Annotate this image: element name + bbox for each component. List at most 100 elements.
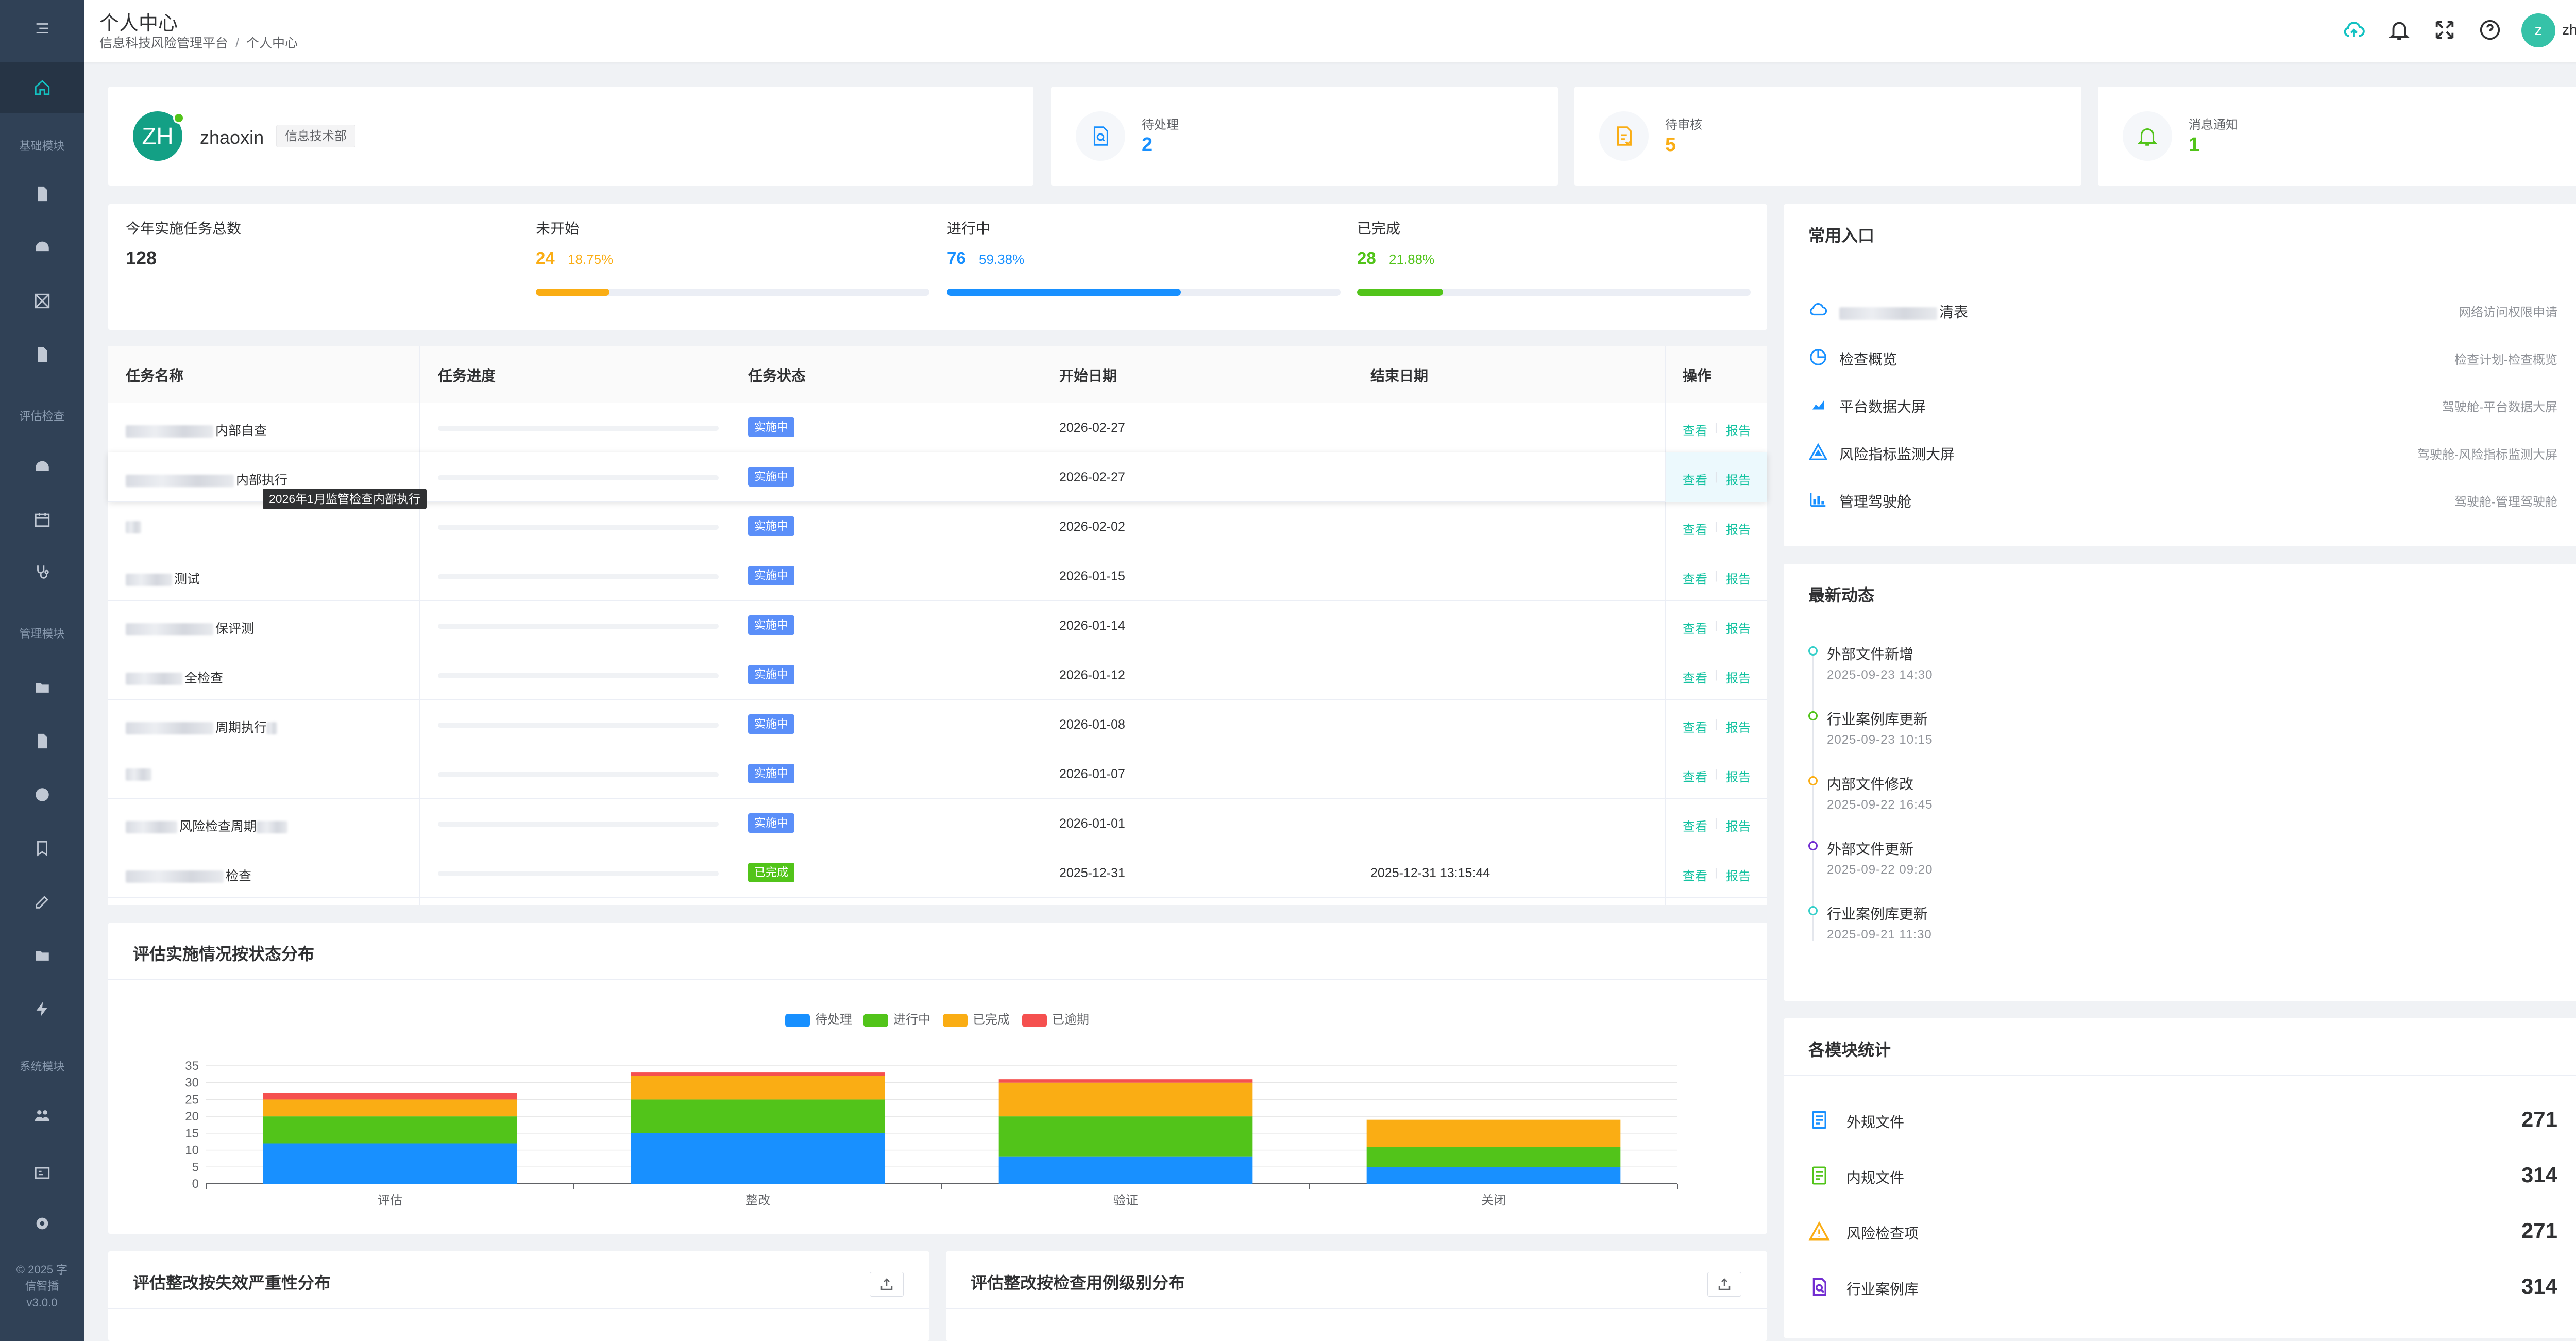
sidebar-item-network[interactable] [0,275,84,327]
view-link[interactable]: 查看 [1683,573,1707,586]
module-stat-row[interactable]: 外规文件 271 [1784,1094,2576,1145]
report-link[interactable]: 报告 [1726,523,1751,537]
sidebar-item-bolt[interactable] [0,983,84,1035]
bar-segment[interactable] [263,1093,517,1100]
report-link[interactable]: 报告 [1726,622,1751,636]
sidebar-item-id-card[interactable] [0,1147,84,1199]
legend-item[interactable]: 进行中 [863,1009,930,1027]
bar-segment[interactable] [998,1116,1253,1157]
view-link[interactable]: 查看 [1683,474,1707,488]
sidebar-item-bookmark[interactable] [0,823,84,874]
sidebar-item-users[interactable] [0,1089,84,1141]
quick-entry[interactable]: 检查概览 检查计划-检查概览 [1784,333,2576,380]
task-name[interactable]: 全检查 [126,668,223,686]
sidebar-item-file[interactable] [0,329,84,380]
table-row[interactable]: 实施中 2026-02-02 查看 | 报告 [108,502,1767,551]
report-link[interactable]: 报告 [1726,721,1751,735]
stat-card-pending[interactable]: 待处理 2 [1051,87,1558,186]
news-item-title[interactable]: 行业案例库更新 [1827,906,1928,922]
table-row[interactable]: 风险检查周期 实施中 2026-01-01 查看 | 报告 [108,799,1767,848]
user-avatar[interactable]: z [2521,13,2555,47]
module-stat-row[interactable]: 风险检查项 271 [1784,1205,2576,1256]
news-item-title[interactable]: 内部文件修改 [1827,776,1914,792]
quick-entry[interactable]: 平台数据大屏 驾驶舱-平台数据大屏 [1784,380,2576,428]
bar-segment[interactable] [263,1099,517,1117]
cloud-upload-icon[interactable] [2338,14,2369,45]
table-row[interactable]: 内部自查 实施中 2026-02-27 查看 | 报告 [108,403,1767,452]
task-name[interactable]: 保评测 [126,618,254,637]
legend-item[interactable]: 已逾期 [1022,1009,1089,1027]
view-link[interactable]: 查看 [1683,869,1707,883]
task-name[interactable]: 周期执行 [126,717,279,736]
view-link[interactable]: 查看 [1683,424,1707,438]
table-row[interactable]: 内部执行 实施中 2026-02-27 查看 | 报告 [108,452,1767,502]
sidebar-item-stethoscope[interactable] [0,546,84,598]
bar-segment[interactable] [631,1072,885,1076]
bar-segment[interactable] [1366,1147,1621,1167]
bell-icon[interactable] [2384,14,2415,45]
help-icon[interactable] [2475,14,2505,45]
view-link[interactable]: 查看 [1683,770,1707,784]
sidebar-item-settings[interactable] [0,1198,84,1249]
news-item-title[interactable]: 外部文件新增 [1827,646,1914,662]
export-button[interactable] [870,1272,904,1297]
news-item-title[interactable]: 行业案例库更新 [1827,711,1928,727]
sidebar-item-calendar[interactable] [0,494,84,545]
table-row[interactable]: 保评测 实施中 2026-01-14 查看 | 报告 [108,601,1767,650]
bar-segment[interactable] [263,1143,517,1184]
sidebar-item-dashboard[interactable] [0,222,84,273]
task-name[interactable] [126,767,154,782]
view-link[interactable]: 查看 [1683,622,1707,636]
bar-segment[interactable] [263,1116,517,1144]
breadcrumb-root[interactable]: 信息科技风险管理平台 [99,36,229,51]
table-row[interactable]: 实施中 2026-01-07 查看 | 报告 [108,749,1767,799]
quick-entry[interactable]: 风险指标监测大屏 驾驶舱-风险指标监测大屏 [1784,428,2576,475]
task-name[interactable]: 内部执行 [126,470,287,489]
module-stat-row[interactable]: 行业案例库 314 [1784,1261,2576,1312]
fullscreen-icon[interactable] [2429,14,2460,45]
report-link[interactable]: 报告 [1726,424,1751,438]
task-name[interactable] [126,519,143,534]
legend-item[interactable]: 已完成 [943,1009,1010,1027]
table-row[interactable]: 全检查 实施中 2026-01-12 查看 | 报告 [108,650,1767,700]
news-item-title[interactable]: 外部文件更新 [1827,841,1914,857]
sidebar-item-file2[interactable] [0,715,84,767]
stat-card-review[interactable]: 待审核 5 [1574,87,2081,186]
view-link[interactable]: 查看 [1683,523,1707,537]
sidebar-item-gauge[interactable] [0,441,84,493]
bar-segment[interactable] [1366,1119,1621,1147]
bar-segment[interactable] [631,1099,885,1133]
bar-segment[interactable] [631,1076,885,1100]
report-link[interactable]: 报告 [1726,869,1751,883]
sidebar-item-doc[interactable] [0,168,84,220]
task-name[interactable]: 检查 [126,866,251,884]
report-link[interactable]: 报告 [1726,672,1751,685]
view-link[interactable]: 查看 [1683,721,1707,735]
task-name[interactable]: 内部自查 [126,421,267,439]
report-link[interactable]: 报告 [1726,820,1751,834]
view-link[interactable]: 查看 [1683,672,1707,685]
report-link[interactable]: 报告 [1726,770,1751,784]
report-link[interactable]: 报告 [1726,573,1751,586]
sidebar-item-folder-open[interactable] [0,930,84,981]
menu-toggle-icon[interactable] [0,10,84,46]
stat-card-notify[interactable]: 消息通知 1 [2098,87,2576,186]
bar-segment[interactable] [998,1079,1253,1083]
bar-segment[interactable] [998,1156,1253,1184]
quick-entry[interactable]: 管理驾驶舱 驾驶舱-管理驾驶舱 [1784,475,2576,523]
table-row[interactable]: 周期执行 实施中 2026-01-08 查看 | 报告 [108,700,1767,749]
user-name[interactable]: zhaoxin [2562,22,2576,38]
sidebar-item-folder[interactable] [0,662,84,713]
view-link[interactable]: 查看 [1683,820,1707,834]
quick-entry[interactable]: 清表 网络访问权限申请 [1784,286,2576,333]
sidebar-item-help[interactable] [0,769,84,820]
report-link[interactable]: 报告 [1726,474,1751,488]
sidebar-item-home[interactable] [0,62,84,113]
table-row[interactable]: 检查 已完成 2025-12-31 2025-12-31 13:15:44 查看 | 报告 [108,848,1767,898]
module-stat-row[interactable]: 内规文件 314 [1784,1149,2576,1201]
legend-item[interactable]: 待处理 [785,1009,852,1027]
task-name[interactable]: 测试 [126,569,200,588]
table-row[interactable]: 测试 实施中 2026-01-15 查看 | 报告 [108,551,1767,601]
bar-segment[interactable] [998,1082,1253,1117]
task-name[interactable]: 风险检查周期 [126,816,290,835]
